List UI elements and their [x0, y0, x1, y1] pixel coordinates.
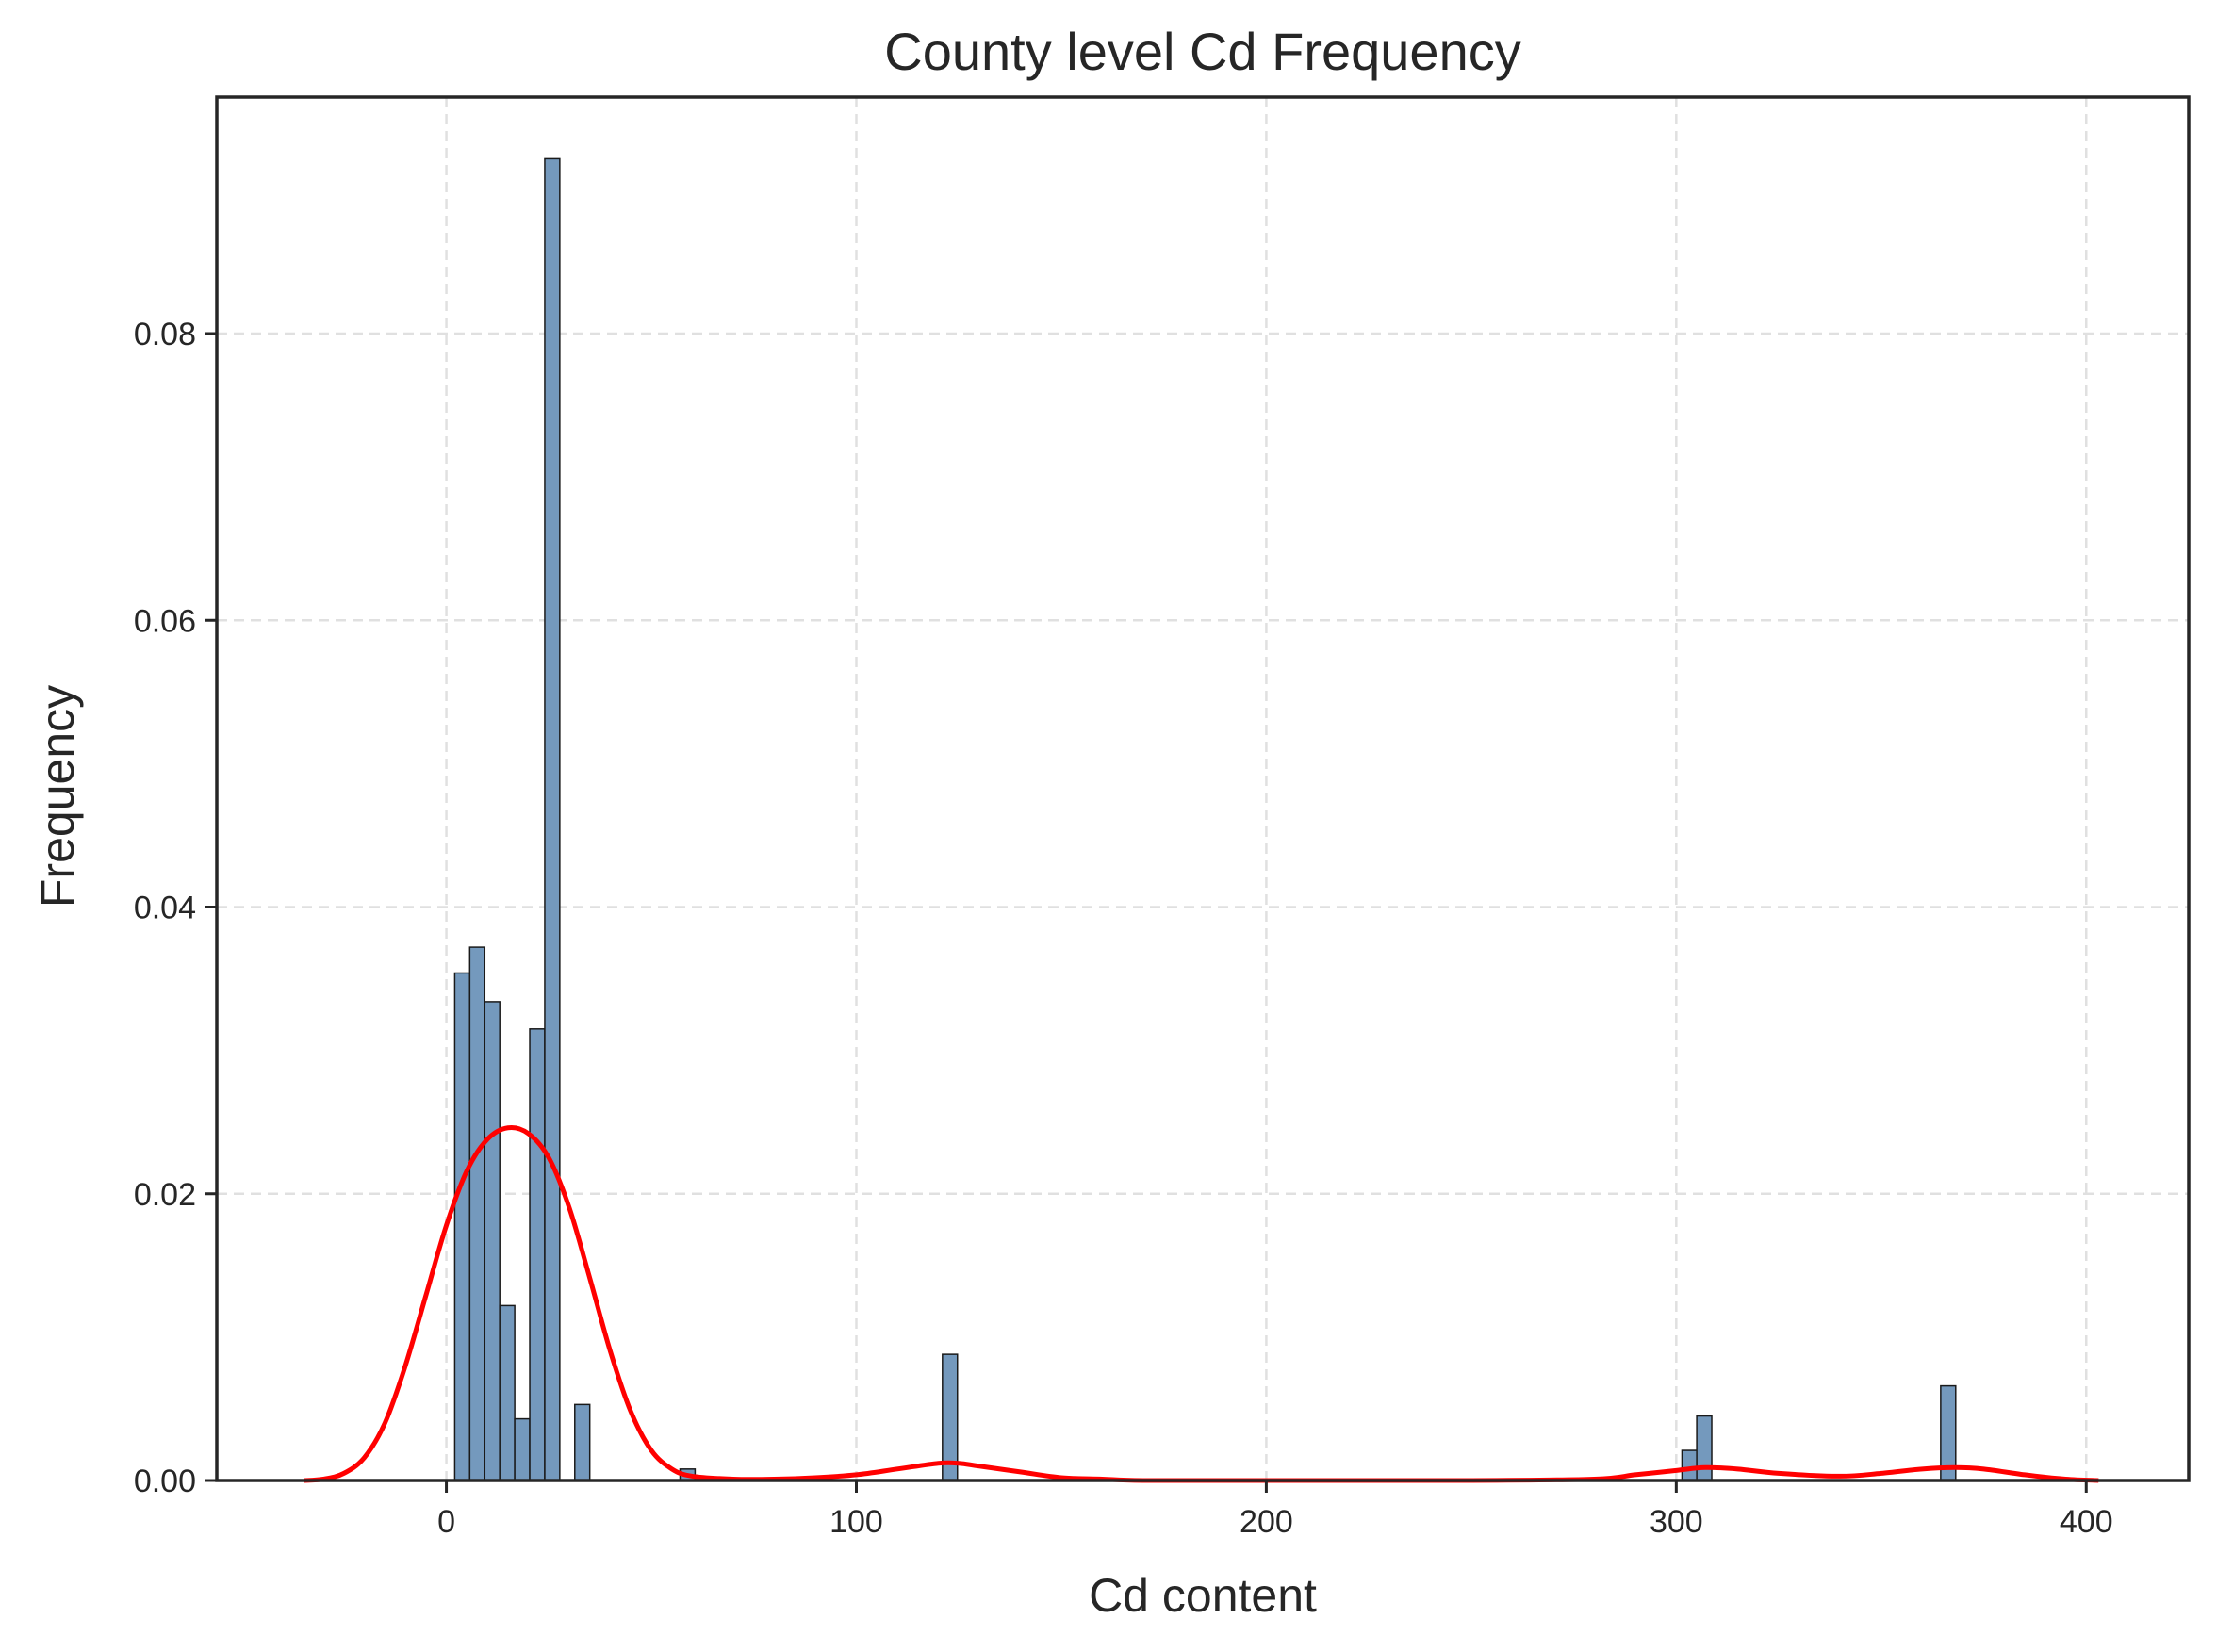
histogram-bar [1681, 1449, 1699, 1481]
x-tick-label: 200 [1240, 1504, 1293, 1540]
grid-lines [217, 97, 2189, 1480]
x-tick-label: 0 [437, 1504, 455, 1540]
histogram-bar [484, 1001, 501, 1481]
axes [215, 95, 2191, 1482]
histogram-bar [514, 1417, 531, 1481]
histogram-bar [529, 1028, 546, 1481]
histogram-bar [468, 946, 486, 1481]
kde-curve-layer [304, 1125, 2099, 1483]
tick-marks: 0 100 200 300 400 0.00 0.02 0.04 0.06 0.08 [134, 317, 2113, 1540]
y-tick-label: 0.00 [134, 1464, 196, 1499]
y-tick-label: 0.06 [134, 603, 196, 639]
kde-curve [304, 1125, 2099, 1483]
y-tick-label: 0.02 [134, 1177, 196, 1213]
histogram-bar [544, 157, 561, 1481]
x-tick-label: 300 [1650, 1504, 1703, 1540]
chart-title: County level Cd Frequency [884, 22, 1520, 81]
y-axis-label: Frequency [31, 685, 84, 908]
x-tick-label: 400 [2060, 1504, 2113, 1540]
histogram-bars [453, 157, 1957, 1481]
plot-frame [215, 95, 2191, 1482]
x-axis-label: Cd content [1089, 1569, 1317, 1622]
histogram-bar [1696, 1415, 1713, 1481]
y-tick-label: 0.04 [134, 891, 196, 926]
histogram-bar [453, 972, 471, 1481]
y-tick-label: 0.08 [134, 317, 196, 352]
x-tick-label: 100 [829, 1504, 883, 1540]
histogram-bar [499, 1304, 516, 1481]
histogram-bar [574, 1403, 591, 1481]
